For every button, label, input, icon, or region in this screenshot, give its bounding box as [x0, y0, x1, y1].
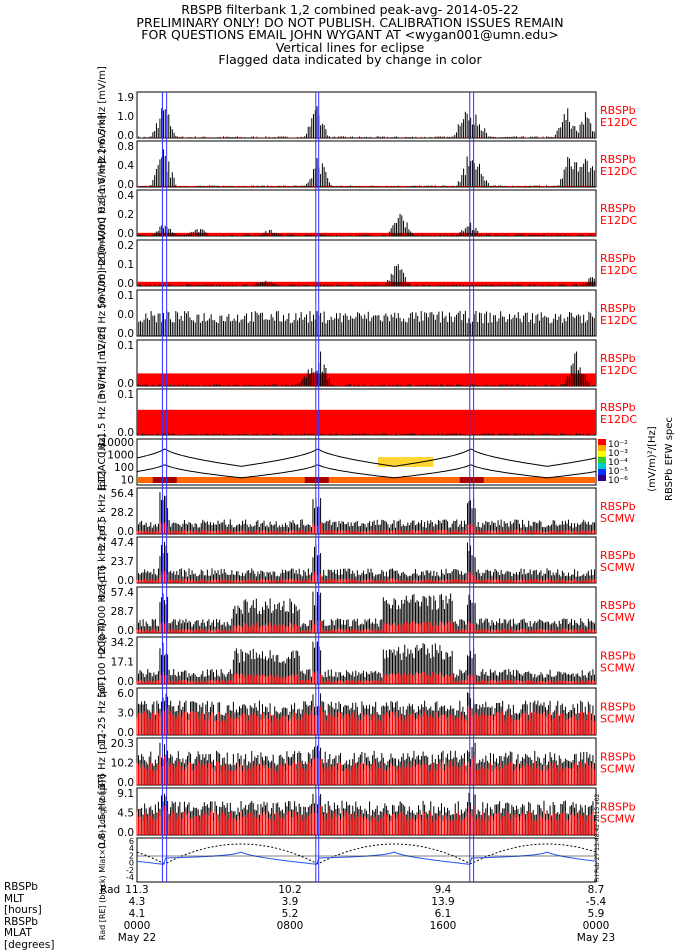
e12dc-panel-frame — [137, 240, 596, 286]
colorbar-segment — [598, 463, 606, 469]
instrument-label: E12DC — [600, 364, 637, 377]
colorbar-segment — [598, 439, 606, 445]
y-tick-label: 28.2 — [111, 507, 134, 519]
y-tick-label: 0.0 — [117, 278, 134, 290]
y-tick-label: 0.1 — [117, 290, 134, 302]
instrument-label: SCMW — [600, 512, 635, 525]
instrument-label: SCMW — [600, 611, 635, 624]
y-tick-label: 0.1 — [117, 340, 134, 352]
instrument-label: E12DC — [600, 314, 637, 327]
y-tick-label: 0.0 — [117, 228, 134, 240]
y-tick-label: 1.9 — [117, 92, 134, 104]
y-tick-label: 0.0 — [117, 328, 134, 340]
spectrogram-eclipse-band — [305, 477, 329, 483]
colorbar-tick: 10⁻⁶ — [608, 476, 628, 486]
y-tick-label: 0.8 — [117, 141, 134, 153]
spectrogram-eclipse-band — [153, 477, 177, 483]
colorbar-segment — [598, 445, 606, 451]
y-tick-label: 57.4 — [111, 587, 135, 599]
y-tick-label: 56.4 — [111, 488, 135, 500]
y-tick-label: 0.4 — [117, 160, 134, 172]
y-tick-label: 0.2 — [117, 209, 134, 221]
y-tick-label: 23.7 — [111, 556, 134, 568]
colorbar-segment — [598, 469, 606, 475]
spectrogram-tick: 10 — [121, 475, 134, 487]
instrument-label: E12DC — [600, 214, 637, 227]
instrument-label: E12DC — [600, 165, 637, 178]
colorbar-label: (mV/m)²/[Hz] — [647, 426, 658, 492]
instrument-label: E12DC — [600, 264, 637, 277]
instrument-label: SCMW — [600, 713, 635, 726]
spectrogram-tick: 1000 — [107, 450, 134, 462]
spectrogram-tick: 100 — [114, 462, 134, 474]
flagged-band — [137, 410, 596, 435]
spectrogram-side-label: RBSPb EFW spec — [664, 417, 675, 501]
e12dc-panel-frame — [137, 190, 596, 236]
y-tick-label: 0.1 — [117, 259, 134, 271]
y-tick-label: 0.4 — [117, 190, 134, 202]
colorbar-segment — [598, 451, 606, 457]
flagged-band — [137, 373, 596, 386]
instrument-label: SCMW — [600, 662, 635, 675]
y-tick-label: 1.0 — [117, 111, 134, 123]
y-tick-label: 0.1 — [117, 389, 134, 401]
y-tick-label: 0.0 — [117, 575, 134, 587]
e12dc-panel-frame — [137, 141, 596, 187]
y-tick-label: 6.0 — [117, 688, 134, 700]
e12dc-panel-frame — [137, 92, 596, 138]
spectrogram-band — [137, 477, 596, 483]
colorbar-segment — [598, 475, 606, 481]
y-tick-label: 17.1 — [111, 657, 134, 669]
instrument-label: E12DC — [600, 413, 637, 426]
instrument-label: SCMW — [600, 561, 635, 574]
y-tick-label: 28.7 — [111, 606, 134, 618]
y-tick-label: 0.2 — [117, 240, 134, 252]
colorbar-segment — [598, 457, 606, 463]
y-tick-label: 0.0 — [117, 676, 134, 688]
y-tick-label: 3.0 — [117, 708, 134, 720]
y-tick-label: 0.0 — [117, 625, 134, 637]
spectrogram-eclipse-band — [460, 477, 484, 483]
y-tick-label: 0.0 — [117, 309, 134, 321]
y-tick-label: 47.4 — [111, 537, 135, 549]
instrument-label: E12DC — [600, 116, 637, 129]
y-tick-label: 34.2 — [111, 637, 134, 649]
